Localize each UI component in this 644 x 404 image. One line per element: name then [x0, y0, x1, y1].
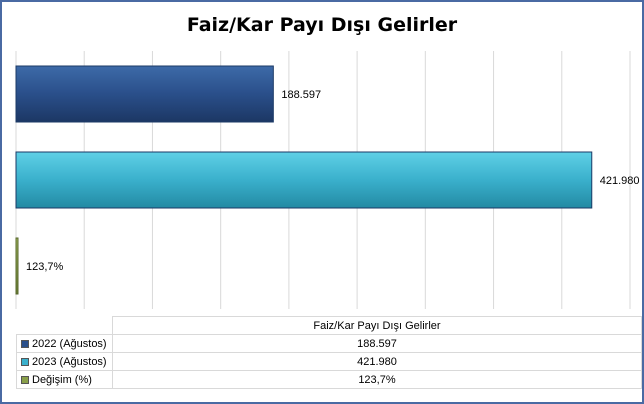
table-column-header: Faiz/Kar Payı Dışı Gelirler [111, 316, 643, 335]
row-label-2023: 2023 (Ağustos) [16, 352, 113, 371]
legend-swatch-2022 [21, 339, 29, 348]
row-value-change: 123,7% [111, 370, 643, 389]
legend-swatch-change [21, 375, 29, 384]
data-label-2023: 421.980 [600, 175, 640, 187]
bar-2022 [15, 65, 274, 123]
chart-data-table: Faiz/Kar Payı Dışı Gelirler 2022 (Ağusto… [16, 316, 643, 389]
data-label-2022: 188.597 [281, 89, 321, 101]
row-label-2022: 2022 (Ağustos) [16, 334, 113, 353]
table-row: 2022 (Ağustos) 188.597 [16, 334, 643, 353]
data-label-change: 123,7% [26, 261, 64, 273]
row-value-2022: 188.597 [111, 334, 643, 353]
bar-change [15, 237, 19, 295]
bar-chart-plot: 188.597 421.980 123,7% [15, 51, 640, 309]
row-label-change: Değişim (%) [16, 370, 113, 389]
bars: 188.597 421.980 123,7% [15, 65, 640, 295]
table-corner [17, 317, 113, 335]
chart-title: Faiz/Kar Payı Dışı Gelirler [186, 14, 458, 36]
table-row: 2023 (Ağustos) 421.980 [16, 352, 643, 371]
legend-swatch-2023 [21, 357, 29, 366]
table-row: Değişim (%) 123,7% [16, 370, 643, 389]
bar-2023 [15, 151, 593, 209]
row-value-2023: 421.980 [111, 352, 643, 371]
